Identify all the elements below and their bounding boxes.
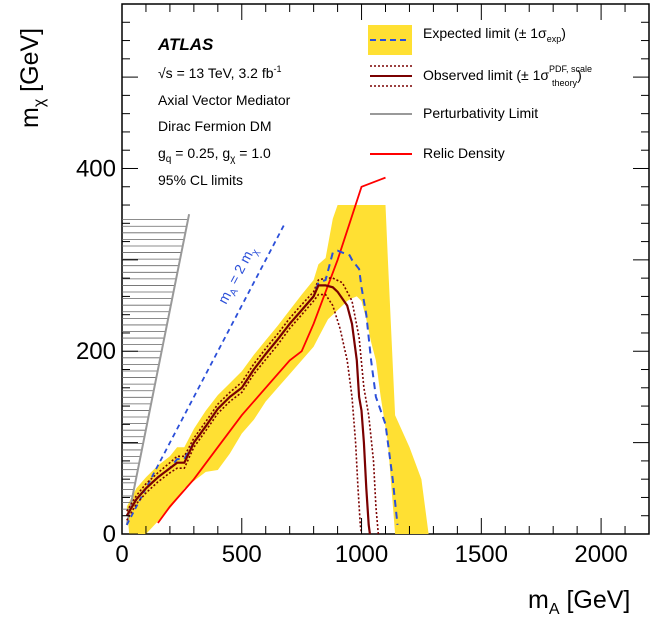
- series-layer: [122, 176, 429, 535]
- legend-perturbativity-label: Perturbativity Limit: [423, 105, 538, 121]
- x-tick-label: 1000: [335, 541, 388, 568]
- legend-observed-label: Observed limit (± 1σPDF, scale theory): [423, 64, 592, 88]
- info-block: ATLAS √s = 13 TeV, 3.2 fb-1 Axial Vector…: [157, 35, 291, 188]
- x-tick-label: 0: [115, 541, 128, 568]
- legend: Expected limit (± 1σexp) Observed limit …: [368, 25, 592, 161]
- info-mediator: Axial Vector Mediator: [158, 92, 291, 108]
- axis-layer: 0 500 1000 1500 2000 0 200 400: [76, 4, 650, 568]
- relic-density-line: [157, 176, 386, 524]
- atlas-label: ATLAS: [157, 35, 214, 54]
- perturbativity-line: [125, 214, 191, 526]
- info-energy: √s = 13 TeV, 3.2 fb-1: [158, 64, 282, 81]
- legend-expected-label: Expected limit (± 1σexp): [423, 25, 566, 44]
- x-tick-label: 1500: [455, 541, 508, 568]
- y-tick-label: 0: [103, 521, 116, 548]
- y-tick-label: 400: [76, 155, 116, 182]
- legend-relic-label: Relic Density: [423, 145, 505, 161]
- diagonal-line: [126, 222, 286, 526]
- diagonal-annotation: mA = 2 mχ: [215, 243, 263, 309]
- info-cl: 95% CL limits: [158, 172, 243, 188]
- info-couplings: gq = 0.25, gχ = 1.0: [158, 145, 271, 165]
- info-dm: Dirac Fermion DM: [158, 118, 272, 134]
- observed-line: [125, 284, 371, 535]
- perturbativity-hatch: [122, 219, 188, 517]
- observed-down-line: [126, 293, 363, 535]
- y-axis-title: mχ [GeV]: [16, 28, 48, 128]
- x-tick-label: 500: [222, 541, 262, 568]
- y-tick-label: 200: [76, 338, 116, 365]
- x-axis-title: mA [GeV]: [528, 586, 630, 618]
- expected-band: [126, 205, 429, 534]
- observed-up-line: [126, 277, 380, 535]
- x-tick-label: 2000: [574, 541, 627, 568]
